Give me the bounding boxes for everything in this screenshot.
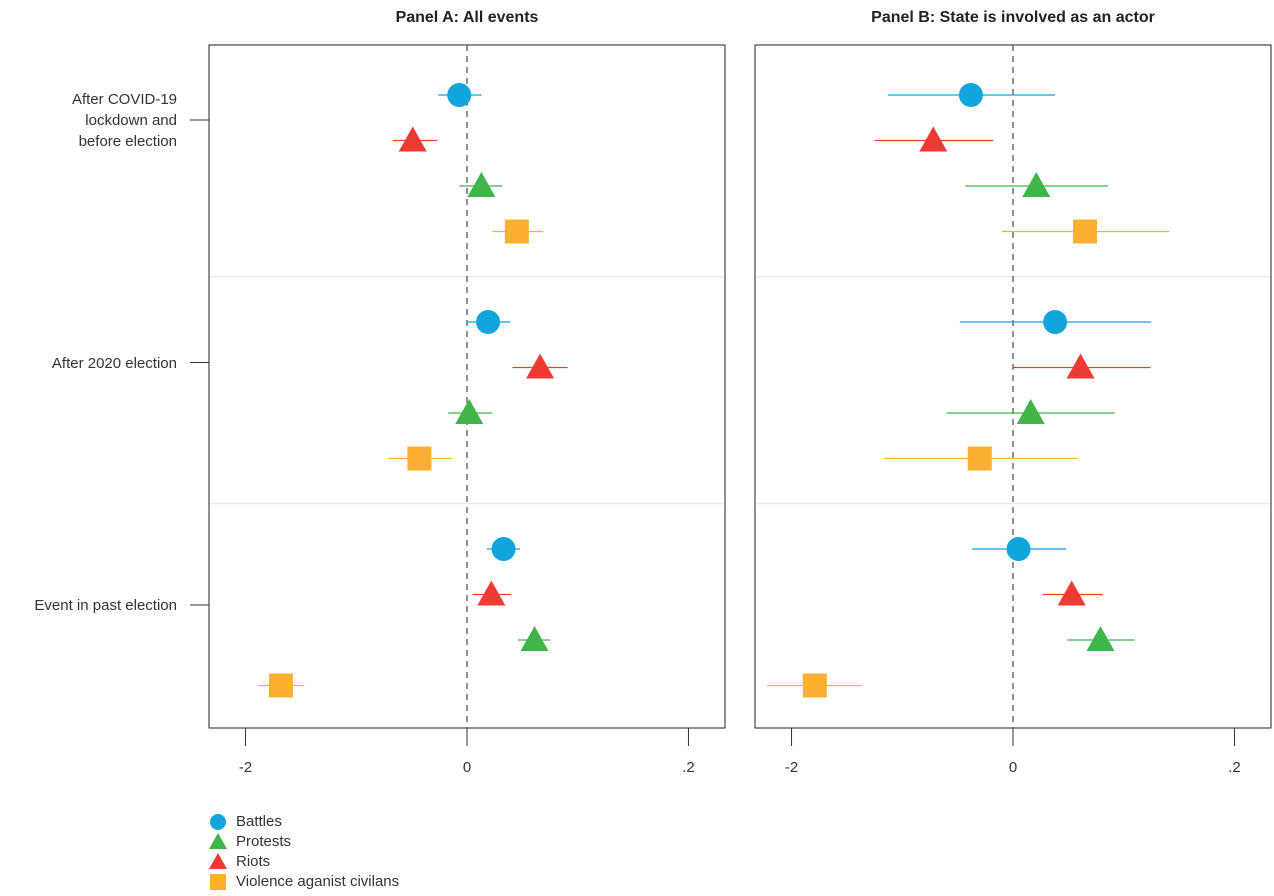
panel-title: Panel A: All events bbox=[396, 9, 539, 26]
point-estimate bbox=[802, 673, 827, 698]
legend-marker bbox=[209, 833, 227, 849]
point-estimate bbox=[491, 537, 516, 561]
legend-marker bbox=[209, 853, 227, 869]
x-tick-label: .2 bbox=[1228, 759, 1241, 776]
legend-label: Riots bbox=[236, 853, 270, 870]
point-estimate bbox=[1086, 626, 1115, 651]
point-estimate bbox=[268, 673, 293, 698]
point-estimate bbox=[447, 83, 472, 107]
point-estimate bbox=[1066, 353, 1095, 379]
point-estimate bbox=[967, 446, 992, 471]
point-estimate bbox=[1006, 537, 1031, 561]
x-tick-label: -2 bbox=[239, 759, 252, 776]
point-estimate bbox=[476, 310, 501, 334]
y-tick-label: Event in past election bbox=[34, 597, 177, 614]
point-estimate bbox=[1057, 580, 1086, 606]
point-estimate bbox=[1043, 310, 1068, 334]
legend-marker bbox=[210, 814, 226, 830]
legend-label: Battles bbox=[236, 813, 282, 830]
point-estimate bbox=[504, 219, 529, 244]
point-estimate bbox=[919, 126, 948, 152]
point-estimate bbox=[520, 626, 549, 651]
x-tick-label: 0 bbox=[1009, 759, 1017, 776]
point-estimate bbox=[1016, 399, 1045, 424]
point-estimate bbox=[1072, 219, 1097, 244]
point-estimate bbox=[1022, 172, 1051, 197]
legend-label: Protests bbox=[236, 833, 291, 850]
legend-marker bbox=[210, 874, 226, 890]
y-tick-label: After 2020 election bbox=[51, 354, 177, 372]
panel-title: Panel B: State is involved as an actor bbox=[871, 9, 1155, 26]
point-estimate bbox=[526, 353, 555, 379]
point-estimate bbox=[958, 83, 983, 107]
x-tick-label: 0 bbox=[463, 759, 471, 776]
point-estimate bbox=[455, 399, 484, 424]
point-estimate bbox=[398, 126, 427, 152]
point-estimate bbox=[407, 446, 432, 471]
point-estimate bbox=[477, 580, 506, 606]
y-tick-label: After COVID-19 lockdown and before elect… bbox=[71, 91, 177, 150]
x-tick-label: .2 bbox=[682, 759, 695, 776]
point-estimate bbox=[467, 172, 496, 197]
x-tick-label: -2 bbox=[785, 759, 798, 776]
legend-label: Violence aganist civilans bbox=[236, 873, 399, 890]
